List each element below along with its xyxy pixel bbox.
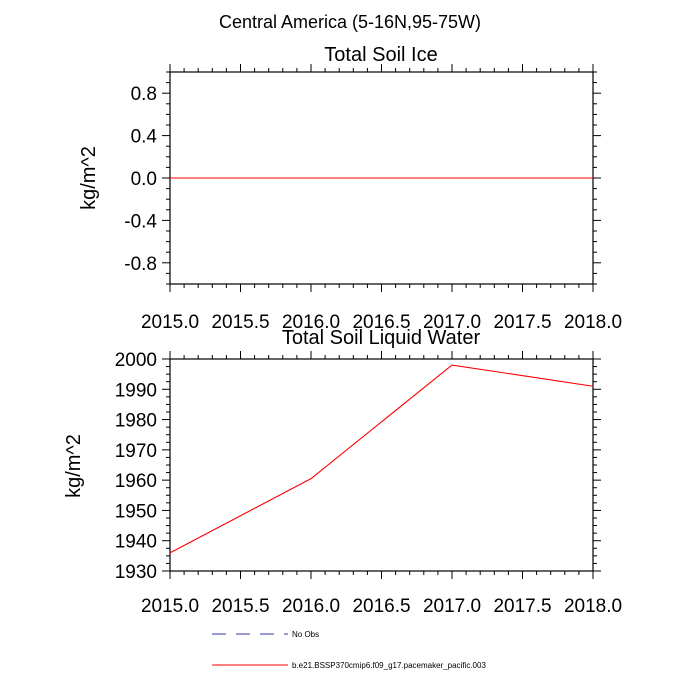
panel-soil-liquid-water: Total Soil Liquid Water kg/m^2 2015.0 201…	[63, 327, 622, 617]
soil-liquid-water-y-tick-label: 1980	[115, 411, 157, 432]
soil-liquid-water-y-tick-label: 1940	[115, 532, 157, 553]
soil-ice-y-tick-label: 0.8	[131, 84, 157, 105]
soil-liquid-water-y-tick-label: 1990	[115, 380, 157, 401]
soil-liquid-water-plot-frame	[169, 358, 594, 572]
soil-liquid-water-y-tick-label: 1930	[115, 562, 157, 583]
panel-soil-ice-ylabel: kg/m^2	[78, 146, 100, 210]
soil-liquid-water-series-line	[169, 364, 594, 554]
legend-model-label: b.e21.BSSP370cmip6.f09_g17.pacemaker_pac…	[292, 661, 486, 670]
suptitle: Central America (5-16N,95-75W)	[219, 12, 481, 32]
panel-soil-ice-plot: 2015.0 2015.5 2016.0 2016.5 2017.0 2017.5 2018…	[124, 64, 622, 333]
soil-liquid-water-x-tick-label: 2017.0	[423, 596, 481, 617]
soil-ice-x-tick-label: 2017.5	[493, 312, 551, 333]
soil-liquid-water-y-tick-label: 1950	[115, 501, 157, 522]
soil-liquid-water-x-tick-label: 2016.5	[352, 596, 410, 617]
soil-ice-x-tick-label: 2016.0	[282, 312, 340, 333]
soil-ice-y-tick-label: 0.4	[131, 127, 158, 148]
soil-liquid-water-x-tick-label: 2016.0	[282, 596, 340, 617]
soil-liquid-water-x-tick-label: 2018.0	[564, 596, 622, 617]
panel-soil-liquid-water-title: Total Soil Liquid Water	[282, 327, 481, 349]
soil-ice-x-tick-label: 2017.0	[423, 312, 481, 333]
soil-liquid-water-y-tick-label: 1960	[115, 471, 157, 492]
soil-ice-y-tick-label: 0.0	[131, 169, 157, 190]
soil-ice-x-tick-label: 2015.0	[141, 312, 199, 333]
soil-liquid-water-x-tick-label: 2017.5	[493, 596, 551, 617]
panel-soil-ice: Total Soil Ice kg/m^2 2015.0 2015.5 2016.0…	[78, 44, 622, 333]
legend-no-obs-label: No Obs	[292, 630, 319, 639]
soil-liquid-water-y-tick-label: 2000	[115, 350, 157, 371]
panel-soil-liquid-water-ylabel: kg/m^2	[63, 434, 85, 498]
panel-soil-ice-title: Total Soil Ice	[324, 44, 437, 66]
soil-ice-x-tick-label: 2018.0	[564, 312, 622, 333]
soil-liquid-water-x-tick-label: 2015.0	[141, 596, 199, 617]
soil-liquid-water-x-tick-label: 2015.5	[211, 596, 269, 617]
soil-ice-x-tick-label: 2016.5	[352, 312, 410, 333]
soil-ice-y-tick-label: -0.4	[124, 211, 157, 232]
soil-ice-y-tick-label: -0.8	[124, 254, 157, 275]
panel-soil-liquid-water-plot: 2015.0 2015.5 2016.0 2016.5 2017.0 2017.5 2018…	[115, 350, 622, 617]
legend: No Obs b.e21.BSSP370cmip6.f09_g17.pacema…	[212, 630, 486, 670]
soil-ice-x-tick-label: 2015.5	[211, 312, 269, 333]
soil-liquid-water-y-tick-label: 1970	[115, 441, 157, 462]
